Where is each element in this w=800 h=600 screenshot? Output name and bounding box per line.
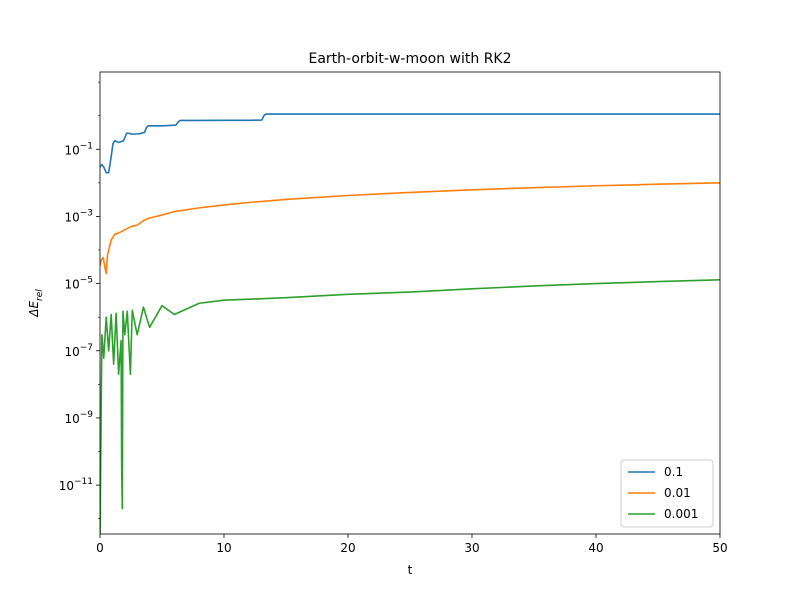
chart-title: Earth-orbit-w-moon with RK2 bbox=[308, 51, 511, 67]
legend-box bbox=[620, 459, 714, 528]
series-line-2 bbox=[100, 278, 720, 534]
series-line-0 bbox=[100, 113, 720, 174]
x-tick-label: 10 bbox=[216, 541, 231, 555]
y-tick-label: 10−1 bbox=[64, 141, 93, 157]
y-tick-label: 10−3 bbox=[64, 208, 93, 224]
legend-label-0: 0.1 bbox=[664, 465, 683, 479]
y-tick-label: 10−9 bbox=[64, 410, 93, 426]
series-line-1 bbox=[100, 182, 720, 275]
axes-frame bbox=[99, 71, 721, 535]
y-tick-label: 10−7 bbox=[64, 343, 93, 359]
plot-area bbox=[100, 113, 720, 534]
x-tick-label: 50 bbox=[712, 541, 727, 555]
x-tick-label: 30 bbox=[464, 541, 479, 555]
x-axis-label: t bbox=[408, 563, 413, 577]
x-axis: 0 10 20 30 40 50 bbox=[96, 534, 728, 555]
y-tick-label: 10−5 bbox=[64, 276, 93, 292]
legend-label-2: 0.001 bbox=[664, 507, 698, 521]
y-axis: 10−11 10−9 10−7 10−5 10−3 10−1 bbox=[59, 81, 100, 519]
y-axis-label: ΔErel bbox=[27, 289, 45, 318]
x-tick-label: 20 bbox=[340, 541, 355, 555]
legend-label-1: 0.01 bbox=[664, 486, 691, 500]
y-tick-label: 10−11 bbox=[59, 477, 93, 493]
x-tick-label: 0 bbox=[96, 541, 104, 555]
legend: 0.1 0.01 0.001 bbox=[620, 459, 714, 528]
x-tick-label: 40 bbox=[588, 541, 603, 555]
